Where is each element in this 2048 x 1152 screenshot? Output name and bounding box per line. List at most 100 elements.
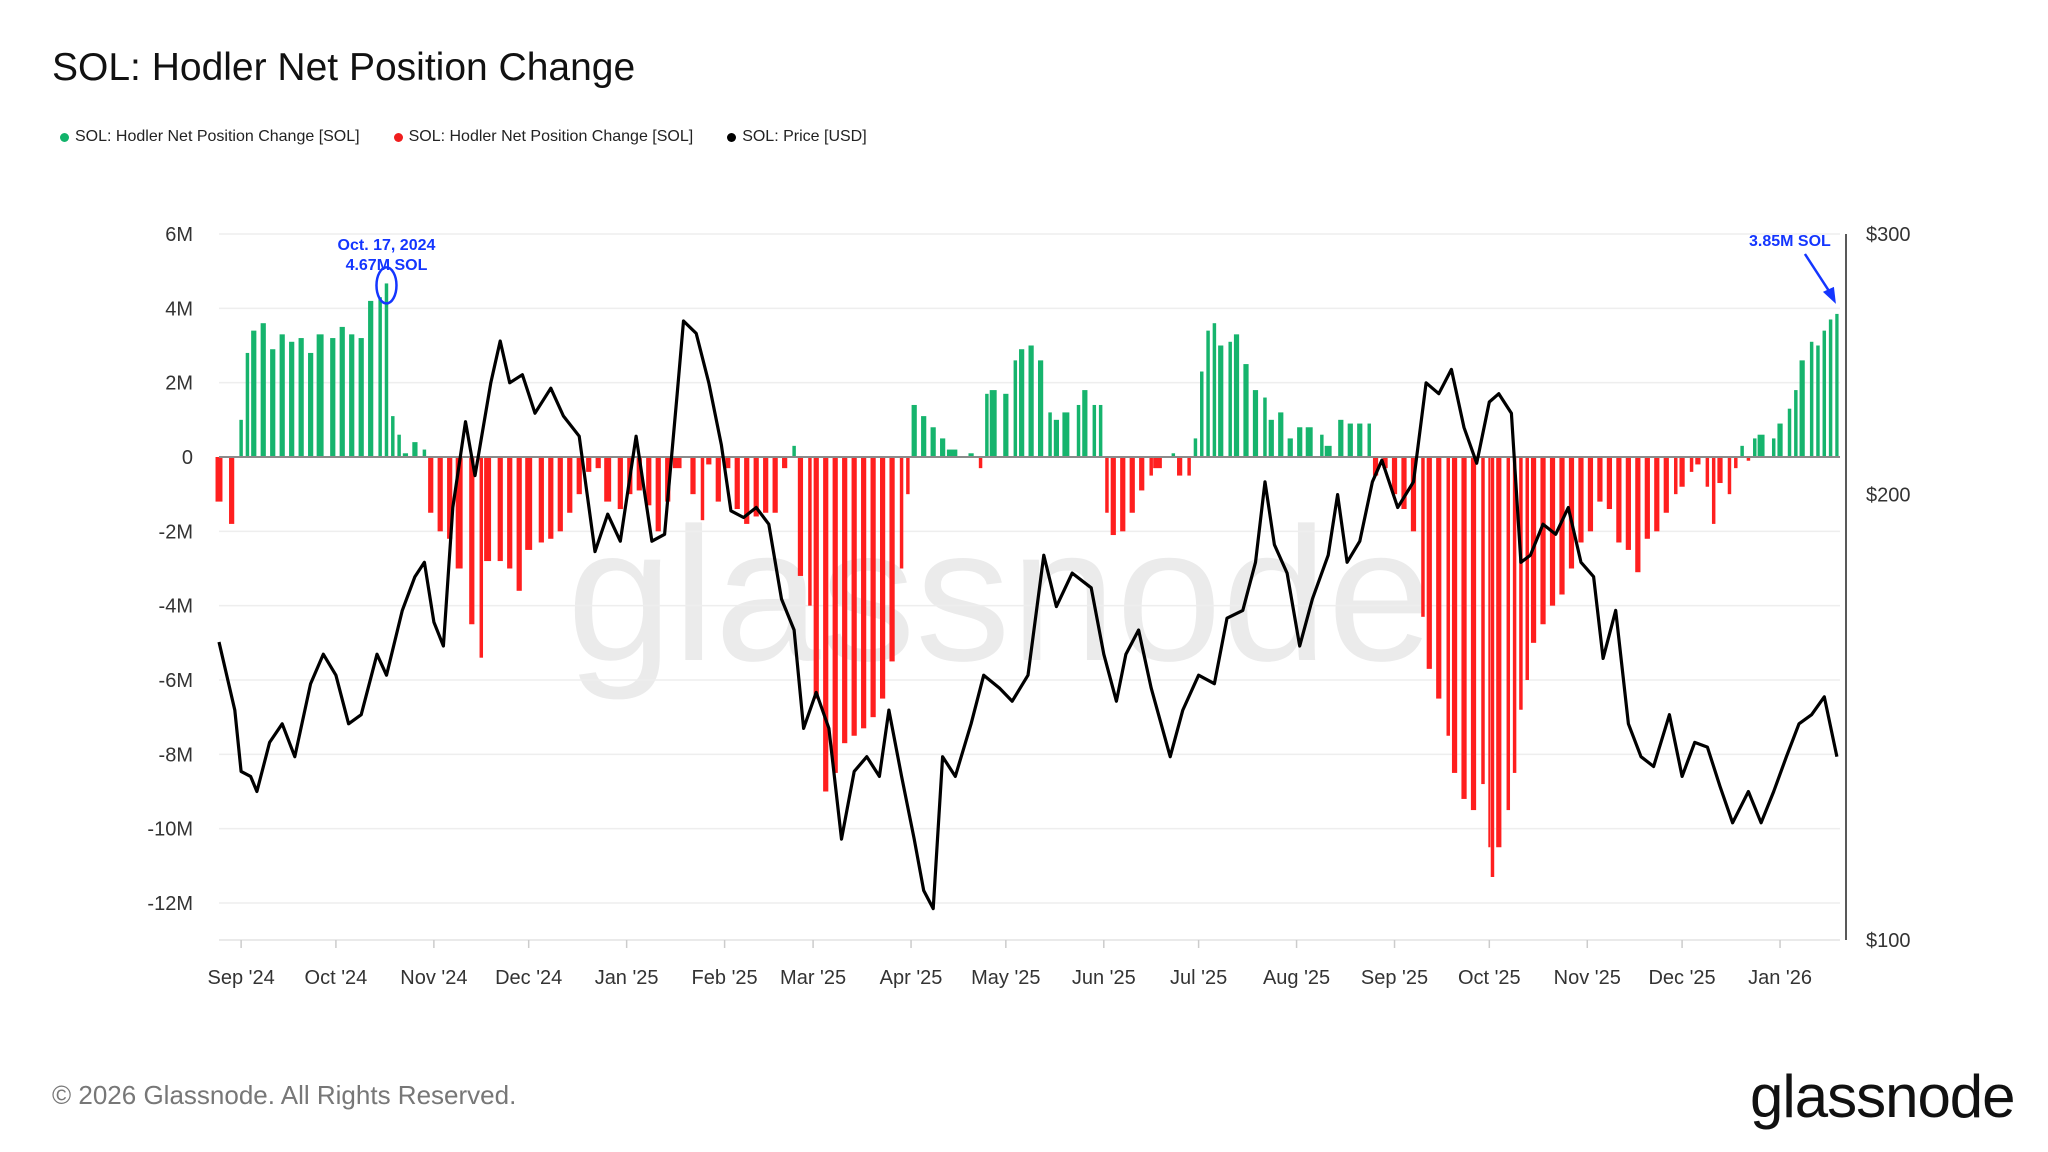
bar-positive <box>1777 423 1783 457</box>
bar-negative <box>879 457 886 699</box>
legend-item-positive[interactable]: SOL: Hodler Net Position Change [SOL] <box>60 128 360 146</box>
x-tick-label: Sep '24 <box>208 967 275 989</box>
bar-positive <box>1037 360 1044 457</box>
bar-positive <box>1092 404 1097 457</box>
bar-negative <box>1616 457 1622 543</box>
chart-title: SOL: Hodler Net Position Change <box>52 46 636 89</box>
bar-negative <box>1734 457 1738 469</box>
bar-negative <box>1512 457 1517 773</box>
bar-negative <box>744 457 750 524</box>
bar-negative <box>1401 457 1407 510</box>
bar-negative <box>1519 457 1523 710</box>
bar-negative <box>567 457 573 513</box>
bar-negative <box>665 457 671 502</box>
bar-positive <box>1171 453 1176 457</box>
legend-item-negative[interactable]: SOL: Hodler Net Position Change [SOL] <box>393 128 694 146</box>
bar-negative <box>808 457 812 606</box>
bar-positive <box>1822 330 1827 457</box>
bar-positive <box>1347 423 1353 457</box>
bar-positive <box>1013 360 1018 457</box>
bar-negative <box>1481 457 1485 785</box>
bar-positive <box>402 453 409 457</box>
bar-negative <box>507 457 513 569</box>
bar-negative <box>1654 457 1660 532</box>
bar-negative <box>1746 457 1751 461</box>
bar-negative <box>734 457 740 510</box>
annotation-arrow <box>1803 253 1832 295</box>
bar-positive <box>1193 438 1198 457</box>
bar-negative <box>797 457 804 576</box>
bar-negative <box>823 457 829 792</box>
bar-negative <box>1578 457 1584 543</box>
bar-positive <box>1809 341 1814 457</box>
bar-positive <box>946 449 958 457</box>
legend-item-price[interactable]: SOL: Price [USD] <box>727 128 867 146</box>
y-right-tick-label: $200 <box>1866 485 1911 507</box>
bar-negative <box>1597 457 1603 502</box>
bar-positive <box>358 338 364 457</box>
copyright: © 2026 Glassnode. All Rights Reserved. <box>52 1080 517 1110</box>
bar-positive <box>1753 438 1757 457</box>
y-left-tick-label: -6M <box>159 670 193 692</box>
y-left-tick-label: -12M <box>147 893 193 915</box>
bar-negative <box>617 457 623 510</box>
x-tick-label: May '25 <box>971 967 1040 989</box>
bar-negative <box>832 457 838 773</box>
bar-positive <box>270 349 276 457</box>
bar-positive <box>1019 349 1025 457</box>
left-axis: 6M 4M 2M 0 -2M -4M -6M -8M -10M -12M <box>147 224 193 915</box>
bar-negative <box>1382 457 1388 469</box>
x-tick-label: Oct '25 <box>1458 967 1521 989</box>
bar-negative <box>813 457 819 699</box>
bar-negative <box>725 457 731 469</box>
bar-negative <box>889 457 895 662</box>
bar-negative <box>646 457 652 506</box>
bar-negative <box>1451 457 1458 773</box>
bar-negative <box>447 457 453 539</box>
x-axis: Sep '24 Oct '24 Nov '24 Dec '24 Jan '25 Feb '… <box>208 939 1840 989</box>
y-left-tick-label: 2M <box>165 373 193 395</box>
bar-negative <box>978 457 983 469</box>
bar-negative <box>1711 457 1716 524</box>
bar-negative <box>604 457 612 502</box>
bar-positive <box>1320 434 1324 457</box>
bar-positive <box>1062 412 1070 457</box>
bar-positive <box>1757 434 1765 457</box>
bar-positive <box>349 334 355 457</box>
arrow-head-icon <box>1822 286 1836 304</box>
x-tick-label: Dec '25 <box>1648 967 1715 989</box>
annotation-ellipse <box>375 266 398 305</box>
bar-negative <box>1587 457 1594 532</box>
bar-positive <box>1206 330 1210 457</box>
bar-negative <box>1129 457 1135 513</box>
bar-negative <box>229 457 235 524</box>
bar-negative <box>700 457 705 521</box>
bar-positive <box>1338 419 1344 457</box>
y-right-tick-label: $300 <box>1866 224 1911 246</box>
bar-negative <box>1153 457 1162 469</box>
bar-positive <box>289 341 295 457</box>
bar-positive <box>1263 397 1267 457</box>
bar-negative <box>1717 457 1723 484</box>
bar-negative <box>1689 457 1694 472</box>
bar-positive <box>1367 423 1371 457</box>
bar-positive <box>1098 404 1103 457</box>
bar-negative <box>576 457 582 495</box>
bar-positive <box>1048 412 1052 457</box>
bar-negative <box>1149 457 1153 476</box>
bar-positive <box>251 330 257 457</box>
y-left-tick-label: -4M <box>159 596 193 618</box>
bar-negative <box>851 457 857 736</box>
bar-negative <box>906 457 910 495</box>
bar-positive <box>308 352 314 457</box>
legend-label: SOL: Hodler Net Position Change [SOL] <box>408 128 694 145</box>
bar-negative <box>469 457 475 625</box>
bar-negative <box>870 457 876 718</box>
y-left-tick-label: -10M <box>147 819 193 841</box>
bar-positive <box>1297 427 1303 457</box>
bar-positive <box>1053 419 1060 457</box>
bar-positive <box>245 352 250 457</box>
bar-positive <box>1003 393 1009 457</box>
bar-positive <box>1082 390 1088 457</box>
